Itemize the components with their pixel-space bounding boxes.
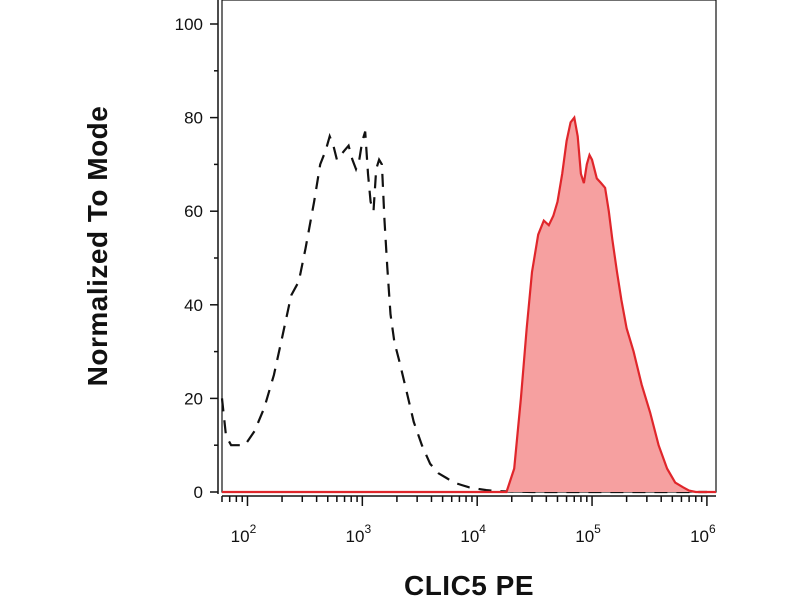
x-tick-label: 106 [690, 522, 716, 546]
x-tick-label: 104 [460, 522, 486, 546]
x-tick-label: 105 [575, 522, 601, 546]
y-tick-label: 80 [184, 109, 203, 128]
y-tick-label: 60 [184, 202, 203, 221]
y-axis-title: Normalized To Mode [82, 106, 113, 387]
x-tick-label: 103 [346, 522, 372, 546]
series-line-1 [222, 115, 716, 494]
plot-area [220, 0, 717, 494]
series-line-0 [220, 131, 707, 494]
y-tick-label: 40 [184, 296, 203, 315]
y-axis: 0 20 40 60 80 100 [175, 0, 219, 502]
y-tick-label: 0 [194, 483, 203, 502]
y-tick-label: 20 [184, 389, 203, 408]
y-tick-label: 100 [175, 15, 203, 34]
x-tick-label: 102 [231, 522, 257, 546]
series-fill-1 [222, 117, 716, 492]
x-axis-title: CLIC5 PE [404, 570, 534, 600]
x-axis: 102 103 104 105 106 [221, 495, 716, 546]
